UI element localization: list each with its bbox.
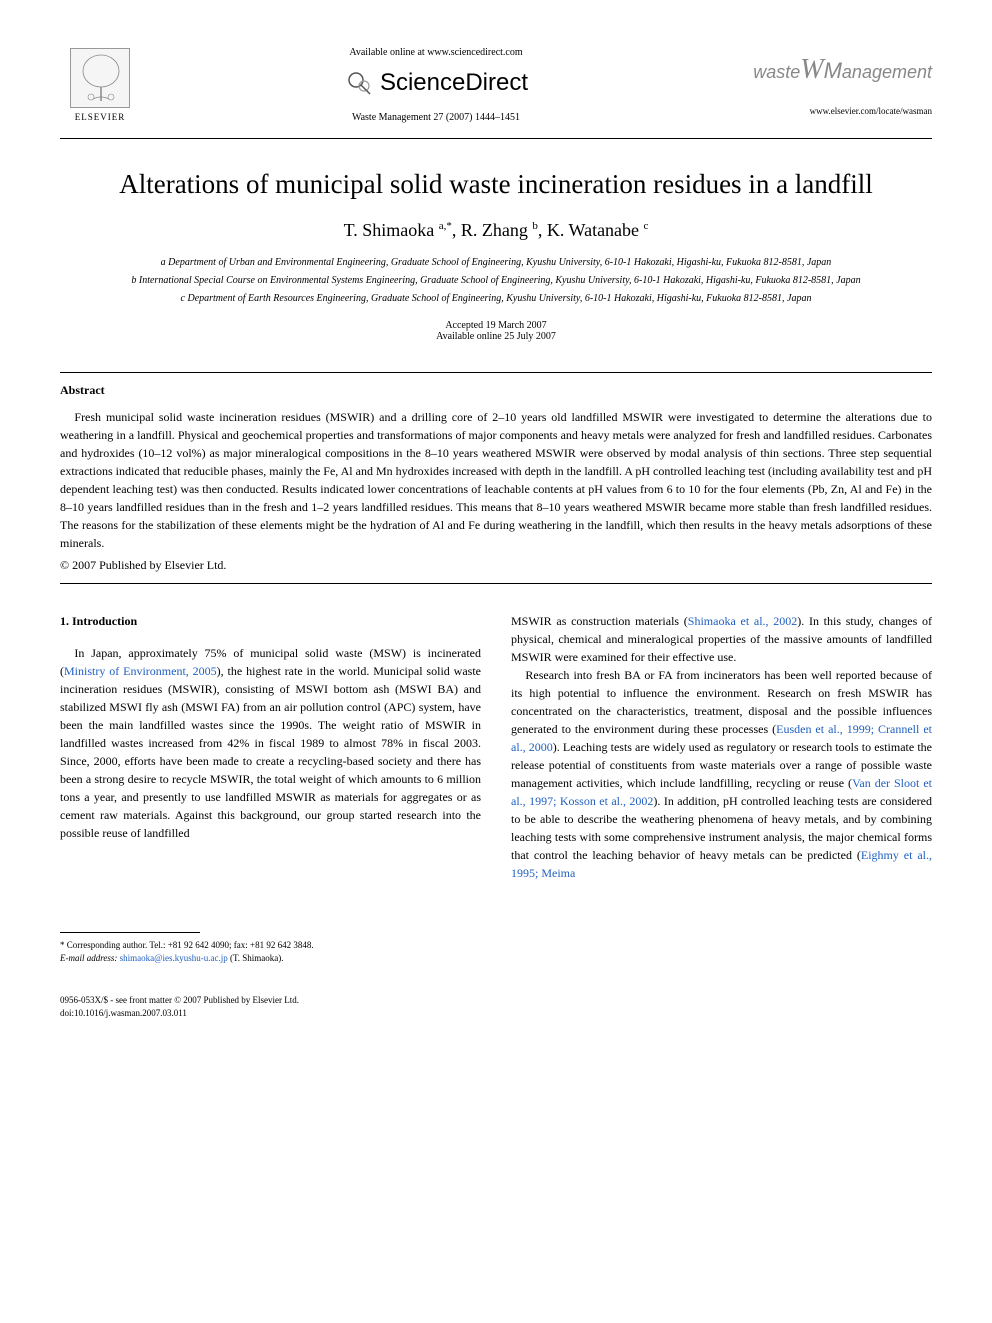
accepted-date: Accepted 19 March 2007 [60,320,932,331]
front-matter: 0956-053X/$ - see front matter © 2007 Pu… [60,994,932,1007]
intro-para-right-1: MSWIR as construction materials (Shimaok… [511,612,932,666]
copyright: © 2007 Published by Elsevier Ltd. [60,558,932,573]
sciencedirect-logo: ScienceDirect [140,68,732,98]
header-rule [60,138,932,139]
journal-reference: Waste Management 27 (2007) 1444–1451 [140,112,732,123]
abstract-heading: Abstract [60,383,932,398]
locate-url: www.elsevier.com/locate/wasman [732,106,932,116]
intro-r1a: MSWIR as construction materials ( [511,614,688,628]
elsevier-logo: ELSEVIER [60,40,140,130]
available-online-text: Available online at www.sciencedirect.co… [140,47,732,58]
email-link[interactable]: shimaoka@ies.kyushu-u.ac.jp [120,953,228,963]
dates: Accepted 19 March 2007 Available online … [60,320,932,342]
elsevier-tree-icon [70,48,130,108]
abstract-body: Fresh municipal solid waste incineration… [60,408,932,552]
corresponding-author: * Corresponding author. Tel.: +81 92 642… [60,939,481,952]
center-header: Available online at www.sciencedirect.co… [140,47,732,123]
left-column: 1. Introduction In Japan, approximately … [60,612,481,964]
intro-para-left: In Japan, approximately 75% of municipal… [60,644,481,842]
affiliation-c: c Department of Earth Resources Engineer… [60,291,932,306]
affiliation-a: a Department of Urban and Environmental … [60,255,932,270]
ref-link-ministry[interactable]: Ministry of Environment, 2005 [64,664,217,678]
email-suffix: (T. Shimaoka). [228,953,284,963]
intro-para-right-2: Research into fresh BA or FA from incine… [511,666,932,882]
header-row: ELSEVIER Available online at www.science… [60,40,932,130]
online-date: Available online 25 July 2007 [60,331,932,342]
affiliations: a Department of Urban and Environmental … [60,255,932,306]
affiliation-b: b International Special Course on Enviro… [60,273,932,288]
footnote-rule [60,932,200,933]
article-title: Alterations of municipal solid waste inc… [60,169,932,200]
right-column: MSWIR as construction materials (Shimaok… [511,612,932,964]
ref-link-shimaoka[interactable]: Shimaoka et al., 2002 [688,614,797,628]
waste-management-logo: wasteWManagement [732,54,932,86]
abstract-bottom-rule [60,583,932,584]
abstract-text: Fresh municipal solid waste incineration… [60,410,932,550]
intro-heading: 1. Introduction [60,612,481,630]
email-label: E-mail address: [60,953,117,963]
elsevier-label: ELSEVIER [75,112,126,122]
body-columns: 1. Introduction In Japan, approximately … [60,612,932,964]
abstract-top-rule [60,372,932,373]
email-line: E-mail address: shimaoka@ies.kyushu-u.ac… [60,952,481,965]
intro-text-1b: ), the highest rate in the world. Munici… [60,664,481,840]
journal-logo-block: wasteWManagement www.elsevier.com/locate… [732,54,932,116]
sciencedirect-icon [344,68,374,98]
doi: doi:10.1016/j.wasman.2007.03.011 [60,1007,932,1020]
page-footer: 0956-053X/$ - see front matter © 2007 Pu… [60,994,932,1019]
authors: T. Shimaoka a,*, R. Zhang b, K. Watanabe… [60,220,932,241]
sciencedirect-text: ScienceDirect [380,69,528,97]
